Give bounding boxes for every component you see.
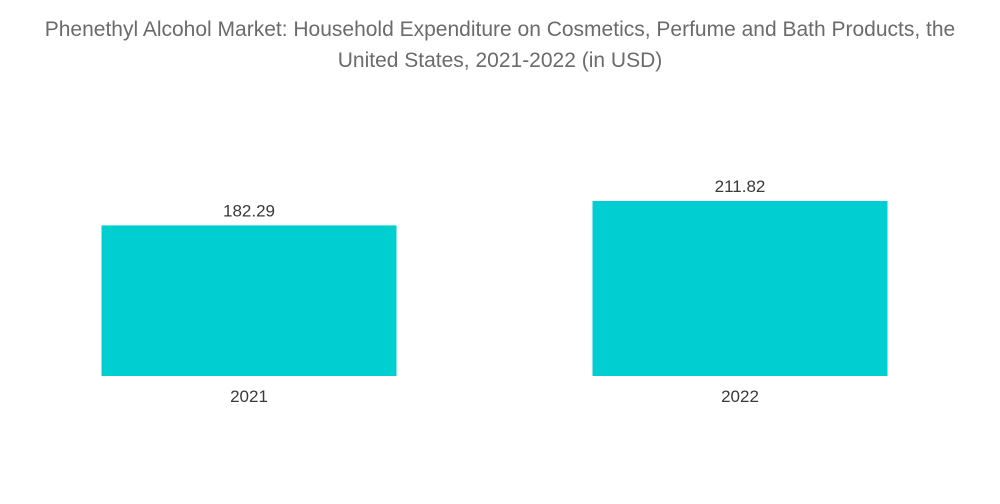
value-labels-group: 182.29 211.82 bbox=[223, 177, 765, 220]
value-label-2021: 182.29 bbox=[223, 201, 275, 220]
x-axis-tick-labels: 2021 2022 bbox=[230, 387, 759, 406]
x-tick-label-2021: 2021 bbox=[230, 387, 268, 406]
bar-2021 bbox=[101, 225, 397, 376]
bar-2022 bbox=[592, 201, 888, 376]
bars-group bbox=[101, 201, 888, 376]
x-tick-label-2022: 2022 bbox=[721, 387, 759, 406]
chart-title: Phenethyl Alcohol Market: Household Expe… bbox=[44, 18, 956, 72]
value-label-2022: 211.82 bbox=[715, 177, 766, 196]
